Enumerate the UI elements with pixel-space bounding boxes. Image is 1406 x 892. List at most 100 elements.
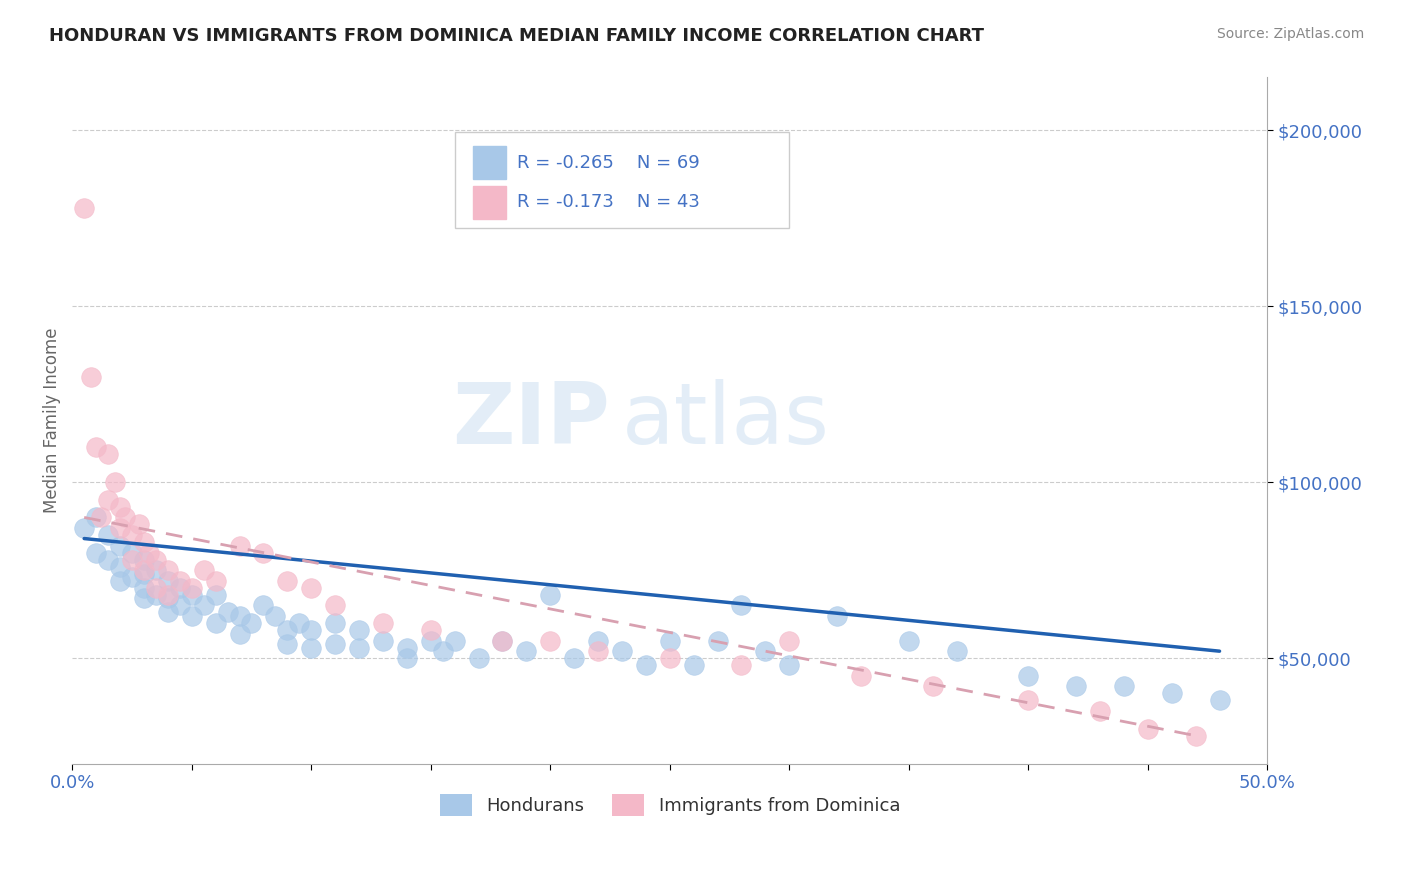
Point <box>1160 686 1182 700</box>
Point <box>204 588 226 602</box>
Point <box>443 633 465 648</box>
Point <box>778 658 800 673</box>
Point <box>145 563 167 577</box>
Point <box>371 615 394 630</box>
Point <box>562 651 585 665</box>
Point <box>299 623 322 637</box>
Point <box>84 546 107 560</box>
Point <box>491 633 513 648</box>
Point <box>97 552 120 566</box>
Point <box>156 563 179 577</box>
Point <box>682 658 704 673</box>
Point <box>299 640 322 655</box>
Point <box>108 500 131 514</box>
Point <box>169 581 191 595</box>
Point <box>276 623 298 637</box>
Point <box>80 369 103 384</box>
Y-axis label: Median Family Income: Median Family Income <box>44 328 60 514</box>
Point <box>73 521 96 535</box>
Point <box>347 640 370 655</box>
Point <box>138 546 160 560</box>
Point <box>240 615 263 630</box>
Point <box>169 574 191 588</box>
Text: ZIP: ZIP <box>453 379 610 462</box>
Point <box>252 599 274 613</box>
Point <box>252 546 274 560</box>
Point <box>84 510 107 524</box>
Point <box>204 574 226 588</box>
Point <box>84 440 107 454</box>
Point <box>145 552 167 566</box>
Point <box>706 633 728 648</box>
FancyBboxPatch shape <box>454 132 789 228</box>
Point <box>180 581 202 595</box>
Point <box>945 644 967 658</box>
Point <box>121 528 143 542</box>
Point <box>276 637 298 651</box>
Point <box>395 640 418 655</box>
Point <box>108 521 131 535</box>
Point <box>228 626 250 640</box>
Point <box>180 609 202 624</box>
Point <box>114 510 136 524</box>
Point <box>395 651 418 665</box>
Point <box>515 644 537 658</box>
Point <box>432 644 454 658</box>
Point <box>1208 693 1230 707</box>
Point <box>132 552 155 566</box>
Point <box>1184 729 1206 743</box>
Point <box>730 658 752 673</box>
Point <box>180 588 202 602</box>
Point <box>1136 722 1159 736</box>
Point <box>108 539 131 553</box>
Point <box>145 588 167 602</box>
Point <box>849 669 872 683</box>
Point <box>419 633 441 648</box>
Point <box>347 623 370 637</box>
Point <box>1017 693 1039 707</box>
Point <box>538 588 561 602</box>
Point <box>264 609 287 624</box>
Point <box>288 615 311 630</box>
Point <box>156 606 179 620</box>
Point <box>323 615 346 630</box>
Text: R = -0.265    N = 69: R = -0.265 N = 69 <box>517 153 700 171</box>
Point <box>132 535 155 549</box>
Point <box>730 599 752 613</box>
Point <box>156 591 179 606</box>
Point <box>778 633 800 648</box>
Point <box>754 644 776 658</box>
Point <box>204 615 226 630</box>
Bar <box>472 146 506 179</box>
Legend: Hondurans, Immigrants from Dominica: Hondurans, Immigrants from Dominica <box>432 787 907 823</box>
Point <box>371 633 394 648</box>
Point <box>97 447 120 461</box>
Point <box>121 546 143 560</box>
Point <box>156 588 179 602</box>
Point <box>132 566 155 581</box>
Point <box>323 637 346 651</box>
Point <box>132 563 155 577</box>
Point <box>1017 669 1039 683</box>
Point <box>121 552 143 566</box>
Point <box>467 651 489 665</box>
Point <box>921 679 943 693</box>
Point <box>1064 679 1087 693</box>
Point <box>299 581 322 595</box>
Point <box>145 581 167 595</box>
Text: R = -0.173    N = 43: R = -0.173 N = 43 <box>517 194 700 211</box>
Point <box>193 599 215 613</box>
Point <box>228 609 250 624</box>
Point <box>97 492 120 507</box>
Point <box>1088 704 1111 718</box>
Point <box>108 559 131 574</box>
Point <box>169 599 191 613</box>
Point <box>825 609 848 624</box>
Point <box>132 591 155 606</box>
Point <box>121 570 143 584</box>
Point <box>586 633 609 648</box>
Point <box>897 633 920 648</box>
Point <box>419 623 441 637</box>
Point <box>156 574 179 588</box>
Point <box>1112 679 1135 693</box>
